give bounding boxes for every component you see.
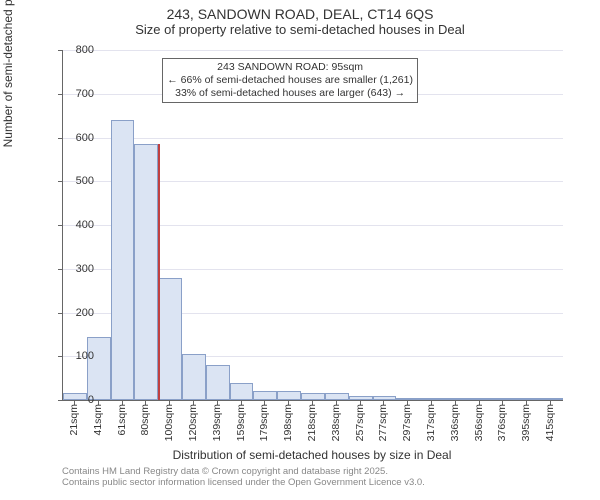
histogram-bar [253,391,277,400]
x-tick-label: 317sqm [425,404,437,441]
footer-attribution: Contains HM Land Registry data © Crown c… [62,466,425,489]
x-tick-label: 41sqm [92,404,104,436]
annotation-box: 243 SANDOWN ROAD: 95sqm← 66% of semi-det… [162,58,418,103]
x-tick-label: 179sqm [258,404,270,441]
annotation-line: 33% of semi-detached houses are larger (… [167,87,413,100]
x-tick-label: 61sqm [116,404,128,436]
plot-area: 243 SANDOWN ROAD: 95sqm← 66% of semi-det… [62,50,563,401]
y-tick-label: 100 [54,350,94,362]
highlight-marker-line [158,144,160,400]
x-tick-label: 218sqm [306,404,318,441]
histogram-bar [111,120,135,400]
x-tick-label: 80sqm [139,404,151,436]
histogram-bar [230,383,254,401]
y-tick-label: 700 [54,88,94,100]
x-tick-label: 277sqm [377,404,389,441]
y-tick-label: 600 [54,132,94,144]
y-axis-label: Number of semi-detached properties [1,0,15,225]
x-tick-label: 336sqm [449,404,461,441]
x-tick-label: 238sqm [330,404,342,441]
x-tick-label: 100sqm [163,404,175,441]
annotation-line: 243 SANDOWN ROAD: 95sqm [167,61,413,74]
x-tick-label: 159sqm [235,404,247,441]
x-tick-label: 356sqm [473,404,485,441]
histogram-bar [206,365,230,400]
y-tick-label: 800 [54,44,94,56]
y-tick-label: 500 [54,175,94,187]
x-tick-label: 376sqm [496,404,508,441]
histogram-bar [182,354,206,400]
x-tick-label: 395sqm [520,404,532,441]
footer-line1: Contains HM Land Registry data © Crown c… [62,466,425,477]
y-tick-label: 300 [54,263,94,275]
histogram-bar [158,278,182,401]
histogram-bar [277,391,301,400]
y-tick-label: 400 [54,219,94,231]
x-tick-label: 139sqm [211,404,223,441]
gridline [63,138,563,139]
gridline [63,50,563,51]
chart-title-line1: 243, SANDOWN ROAD, DEAL, CT14 6QS [0,6,600,22]
x-tick-label: 198sqm [282,404,294,441]
y-tick-label: 200 [54,307,94,319]
footer-line2: Contains public sector information licen… [62,477,425,488]
x-tick-label: 297sqm [401,404,413,441]
histogram-bar [87,337,111,400]
chart-title-block: 243, SANDOWN ROAD, DEAL, CT14 6QS Size o… [0,0,600,37]
histogram-bar [134,144,158,400]
x-axis-label: Distribution of semi-detached houses by … [62,448,562,462]
chart-title-line2: Size of property relative to semi-detach… [0,22,600,37]
x-tick-label: 257sqm [354,404,366,441]
annotation-line: ← 66% of semi-detached houses are smalle… [167,74,413,87]
x-tick-label: 415sqm [544,404,556,441]
x-tick-label: 120sqm [187,404,199,441]
x-tick-label: 21sqm [68,404,80,436]
